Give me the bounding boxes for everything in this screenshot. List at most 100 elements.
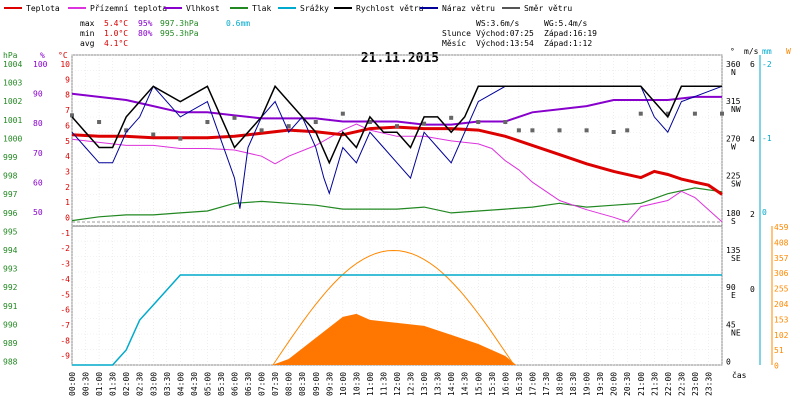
pct-axis-label: % [40, 51, 45, 60]
c-tick: 10 [60, 60, 70, 69]
x-tick: 08:30 [298, 372, 307, 396]
sun-label: Slunce [442, 29, 471, 38]
x-tick: 04:30 [190, 372, 199, 396]
legend-label-humidity: Vlhkost [186, 4, 220, 13]
hpa-axis-label: hPa [3, 51, 18, 60]
moon-label: Měsíc [442, 39, 466, 48]
hpa-tick: 1003 [3, 79, 22, 88]
legend-label-wind-direction: Směr větru [524, 4, 572, 13]
wind-direction-point [638, 111, 643, 116]
hpa-tick: 993 [3, 265, 18, 274]
wind-direction-point [557, 128, 562, 133]
x-tick: 21:30 [650, 372, 659, 396]
wind-direction-point [692, 111, 697, 116]
w-axis-label: W [786, 47, 791, 56]
ms-tick: 2 [750, 210, 755, 219]
hpa-tick: 991 [3, 302, 18, 311]
stats-max-pressure: 997.3hPa [160, 19, 199, 28]
c-tick: 3 [65, 167, 70, 176]
x-tick: 02:30 [136, 372, 145, 396]
wind-direction-point [516, 128, 521, 133]
hpa-tick: 988 [3, 358, 18, 367]
w-tick: 459 [774, 223, 789, 232]
c-tick: 5 [65, 137, 70, 146]
x-tick: 07:30 [271, 372, 280, 396]
wind-direction-point [205, 120, 210, 124]
x-tick: 13:00 [420, 372, 429, 396]
series-layer [70, 84, 724, 366]
x-tick: 11:00 [366, 372, 375, 396]
w-tick: 0 [774, 362, 779, 371]
c-tick: 0 [65, 214, 70, 223]
hpa-tick: 996 [3, 209, 18, 218]
deg-tick: 225 [726, 172, 741, 181]
c-axis-label: °C [58, 51, 68, 60]
wind-direction-point [151, 132, 156, 137]
humidity-line [71, 92, 722, 126]
c-tick: -2 [60, 244, 70, 253]
pct-tick: 60 [33, 178, 43, 187]
wind-gust-info: WG:5.4m/s [544, 19, 588, 28]
stats-max-label: max [80, 19, 95, 28]
ms-tick: 4 [750, 135, 755, 144]
x-tick: 13:30 [434, 372, 443, 396]
hpa-tick: 989 [3, 339, 18, 348]
c-tick: -7 [60, 321, 70, 330]
wind-direction-point [178, 136, 183, 141]
ms-tick: 6 [750, 60, 755, 69]
wind-speed-info: WS:3.6m/s [476, 19, 520, 28]
x-tick: 18:00 [556, 372, 565, 396]
sun-rise: Východ:07:25 [476, 29, 534, 38]
wind-direction-point [367, 120, 372, 124]
deg-tick: 90 [726, 283, 736, 292]
x-tick: 01:30 [109, 372, 118, 396]
x-tick: 21:00 [637, 372, 646, 396]
c-tick: 1 [65, 198, 70, 207]
x-tick: 20:00 [610, 372, 619, 396]
w-tick: 204 [774, 300, 789, 309]
deg-tick: 360 [726, 60, 741, 69]
c-tick: 4 [65, 152, 70, 161]
wind-direction-point [720, 111, 724, 116]
x-tick: 05:30 [217, 372, 226, 396]
hpa-tick: 995 [3, 227, 18, 236]
solar-theoretical-line [272, 249, 515, 366]
mm-tick: -2 [762, 60, 772, 69]
pressure-line [71, 187, 723, 222]
x-tick: 17:30 [542, 372, 551, 396]
dir-tick: SW [731, 180, 741, 189]
wind-direction-point [97, 120, 102, 124]
wind-direction-point [124, 128, 129, 133]
w-tick: 51 [774, 346, 784, 355]
mm-tick: 0 [762, 208, 767, 217]
deg-tick: 315 [726, 97, 741, 106]
wind-speed-line [71, 84, 722, 165]
c-tick: -5 [60, 290, 70, 299]
wind-direction-point [530, 128, 535, 133]
w-tick: 408 [774, 238, 789, 247]
deg-tick: 45 [726, 320, 736, 329]
x-tick: 23:00 [691, 372, 700, 396]
x-tick: 16:30 [515, 372, 524, 396]
hpa-tick: 999 [3, 153, 18, 162]
w-tick: 153 [774, 315, 789, 324]
x-tick: 01:00 [95, 372, 104, 396]
c-tick: -4 [60, 275, 70, 284]
moon-rise: Východ:13:54 [476, 39, 534, 48]
c-tick: 6 [65, 121, 70, 130]
ground-temperature-line [71, 123, 723, 223]
c-tick: -1 [60, 229, 70, 238]
temperature-line [71, 125, 723, 196]
x-tick: 11:30 [379, 372, 388, 396]
hpa-tick: 994 [3, 246, 18, 255]
x-tick: 04:00 [176, 372, 185, 396]
x-tick: 12:00 [393, 372, 402, 396]
wind-direction-point [422, 121, 427, 126]
pct-tick: 50 [33, 208, 43, 217]
dir-tick: NE [731, 328, 741, 337]
x-axis-label: čas [732, 370, 747, 380]
hpa-tick: 998 [3, 172, 18, 181]
x-tick: 14:00 [447, 372, 456, 396]
axis-layer: hPa% °C1004100310021001100099999899799699… [3, 47, 791, 371]
x-tick: 05:00 [203, 372, 212, 396]
